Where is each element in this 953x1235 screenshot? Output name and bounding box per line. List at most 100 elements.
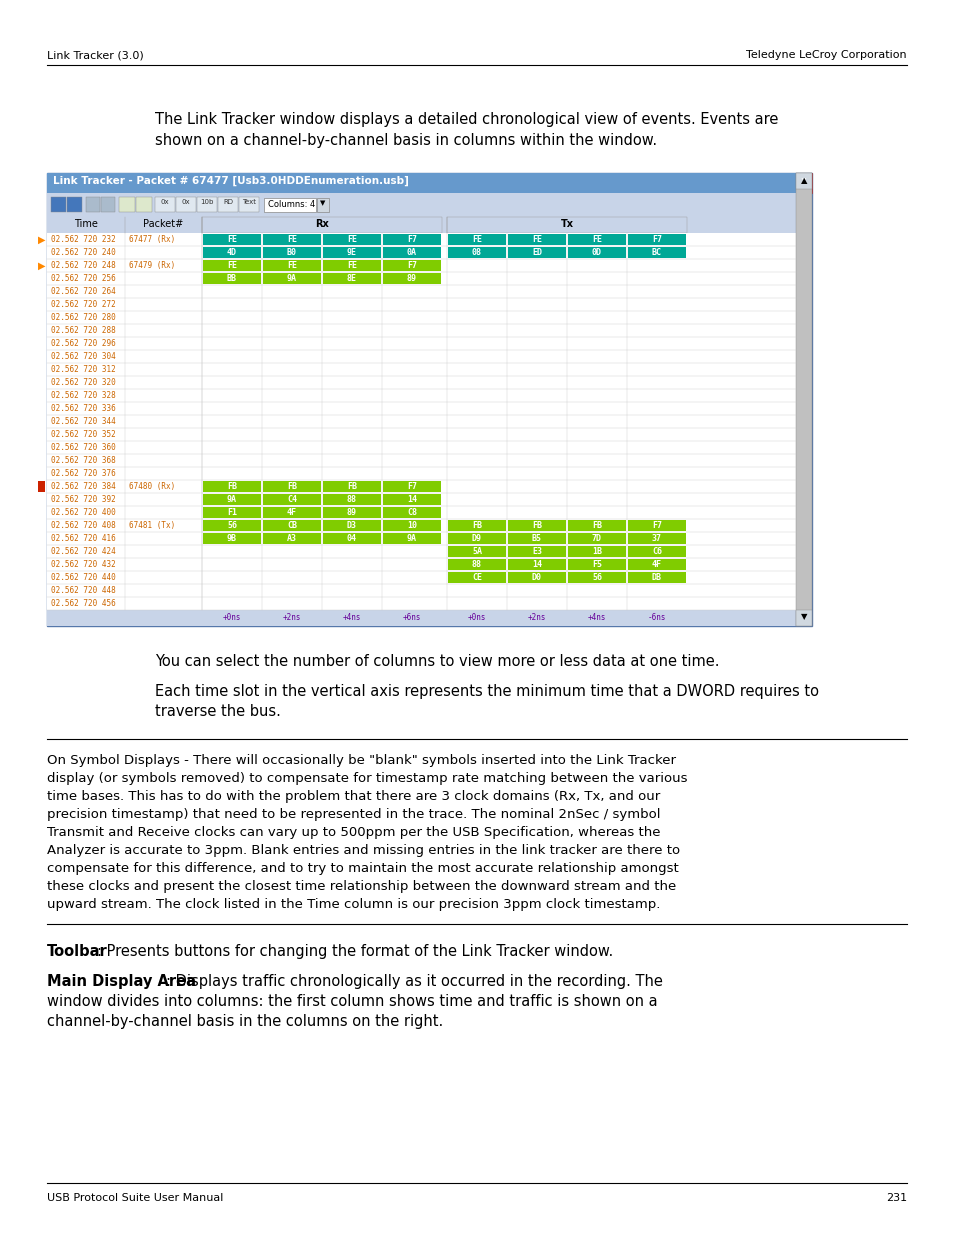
Bar — [67, 198, 82, 212]
Bar — [47, 389, 795, 403]
Text: 02.562 720 416: 02.562 720 416 — [51, 534, 115, 543]
Text: E3: E3 — [532, 547, 541, 556]
Bar — [47, 610, 795, 626]
Bar — [263, 480, 320, 492]
Text: 02.562 720 440: 02.562 720 440 — [51, 573, 115, 582]
Bar — [382, 494, 440, 505]
Bar — [203, 261, 261, 270]
Text: 9A: 9A — [407, 534, 416, 543]
Bar — [323, 273, 380, 284]
Text: shown on a channel-by-channel basis in columns within the window.: shown on a channel-by-channel basis in c… — [154, 133, 657, 148]
Text: ▶: ▶ — [37, 261, 45, 270]
Text: CB: CB — [287, 521, 296, 530]
Bar — [47, 597, 795, 610]
Text: 02.562 720 384: 02.562 720 384 — [51, 482, 115, 492]
Text: 02.562 720 400: 02.562 720 400 — [51, 508, 115, 517]
Text: 14: 14 — [532, 559, 541, 569]
Text: CE: CE — [472, 573, 481, 582]
Bar — [47, 246, 795, 259]
Text: +6ns: +6ns — [402, 613, 421, 622]
Text: ▲: ▲ — [800, 177, 806, 185]
Bar — [101, 198, 115, 212]
Bar — [448, 572, 505, 583]
Text: 02.562 720 280: 02.562 720 280 — [51, 312, 115, 322]
Text: 10: 10 — [407, 521, 416, 530]
Text: 02.562 720 304: 02.562 720 304 — [51, 352, 115, 361]
Bar — [263, 233, 320, 245]
Bar — [448, 247, 505, 258]
Text: FE: FE — [347, 235, 356, 245]
Text: 02.562 720 256: 02.562 720 256 — [51, 274, 115, 283]
Text: FB: FB — [532, 521, 541, 530]
Text: Tx: Tx — [560, 219, 573, 228]
Text: You can select the number of columns to view more or less data at one time.: You can select the number of columns to … — [154, 655, 719, 669]
Bar — [47, 415, 795, 429]
Text: 02.562 720 232: 02.562 720 232 — [51, 235, 115, 245]
Bar — [323, 520, 380, 531]
Text: Packet#: Packet# — [143, 219, 183, 228]
Text: Analyzer is accurate to 3ppm. Blank entries and missing entries in the link trac: Analyzer is accurate to 3ppm. Blank entr… — [47, 844, 679, 857]
Bar — [47, 311, 795, 324]
Bar — [627, 572, 685, 583]
Text: channel-by-channel basis in the columns on the right.: channel-by-channel basis in the columns … — [47, 1014, 443, 1029]
Bar — [38, 480, 45, 492]
Text: D3: D3 — [347, 521, 356, 530]
Text: 231: 231 — [885, 1193, 906, 1203]
Text: 37: 37 — [651, 534, 661, 543]
Bar — [382, 233, 440, 245]
Bar — [323, 261, 380, 270]
Bar — [264, 198, 315, 212]
Text: +0ns: +0ns — [467, 613, 486, 622]
Bar — [263, 508, 320, 517]
Bar — [507, 233, 565, 245]
Text: 02.562 720 424: 02.562 720 424 — [51, 547, 115, 556]
Text: +2ns: +2ns — [282, 613, 301, 622]
Bar — [119, 198, 135, 212]
Bar — [175, 198, 195, 212]
Text: 0A: 0A — [407, 248, 416, 257]
Text: FE: FE — [227, 261, 236, 270]
Text: FB: FB — [592, 521, 601, 530]
Text: 02.562 720 312: 02.562 720 312 — [51, 366, 115, 374]
Text: 4F: 4F — [651, 559, 661, 569]
Bar — [47, 506, 795, 519]
Bar — [507, 520, 565, 531]
Text: Time: Time — [74, 219, 98, 228]
Text: these clocks and present the closest time relationship between the downward stre: these clocks and present the closest tim… — [47, 881, 676, 893]
Text: 02.562 720 240: 02.562 720 240 — [51, 248, 115, 257]
Text: 02.562 720 456: 02.562 720 456 — [51, 599, 115, 608]
Text: 67479 (Rx): 67479 (Rx) — [129, 261, 175, 270]
Bar — [47, 324, 795, 337]
Text: 02.562 720 448: 02.562 720 448 — [51, 585, 115, 595]
Bar — [203, 480, 261, 492]
Text: x: x — [801, 177, 806, 186]
Text: 4D: 4D — [227, 248, 236, 257]
Text: C4: C4 — [287, 495, 296, 504]
Bar — [47, 298, 795, 311]
Bar — [263, 273, 320, 284]
Bar — [263, 247, 320, 258]
Bar — [203, 273, 261, 284]
Text: Main Display Area: Main Display Area — [47, 974, 195, 989]
Bar — [448, 559, 505, 571]
Text: time bases. This has to do with the problem that there are 3 clock domains (Rx, : time bases. This has to do with the prob… — [47, 790, 659, 803]
Bar — [448, 233, 505, 245]
Text: ▶: ▶ — [37, 235, 45, 245]
Text: 14: 14 — [407, 495, 416, 504]
Bar — [627, 520, 685, 531]
Bar — [507, 546, 565, 557]
Text: 56: 56 — [592, 573, 601, 582]
Bar — [382, 261, 440, 270]
Bar — [47, 217, 795, 233]
Bar — [47, 403, 795, 415]
Text: C6: C6 — [651, 547, 661, 556]
Bar — [47, 375, 795, 389]
Bar — [86, 198, 100, 212]
Text: 10b: 10b — [200, 199, 213, 205]
Text: FE: FE — [532, 235, 541, 245]
Text: F7: F7 — [407, 261, 416, 270]
Text: 02.562 720 272: 02.562 720 272 — [51, 300, 115, 309]
Bar — [47, 584, 795, 597]
Text: +4ns: +4ns — [342, 613, 361, 622]
Text: F7: F7 — [407, 235, 416, 245]
